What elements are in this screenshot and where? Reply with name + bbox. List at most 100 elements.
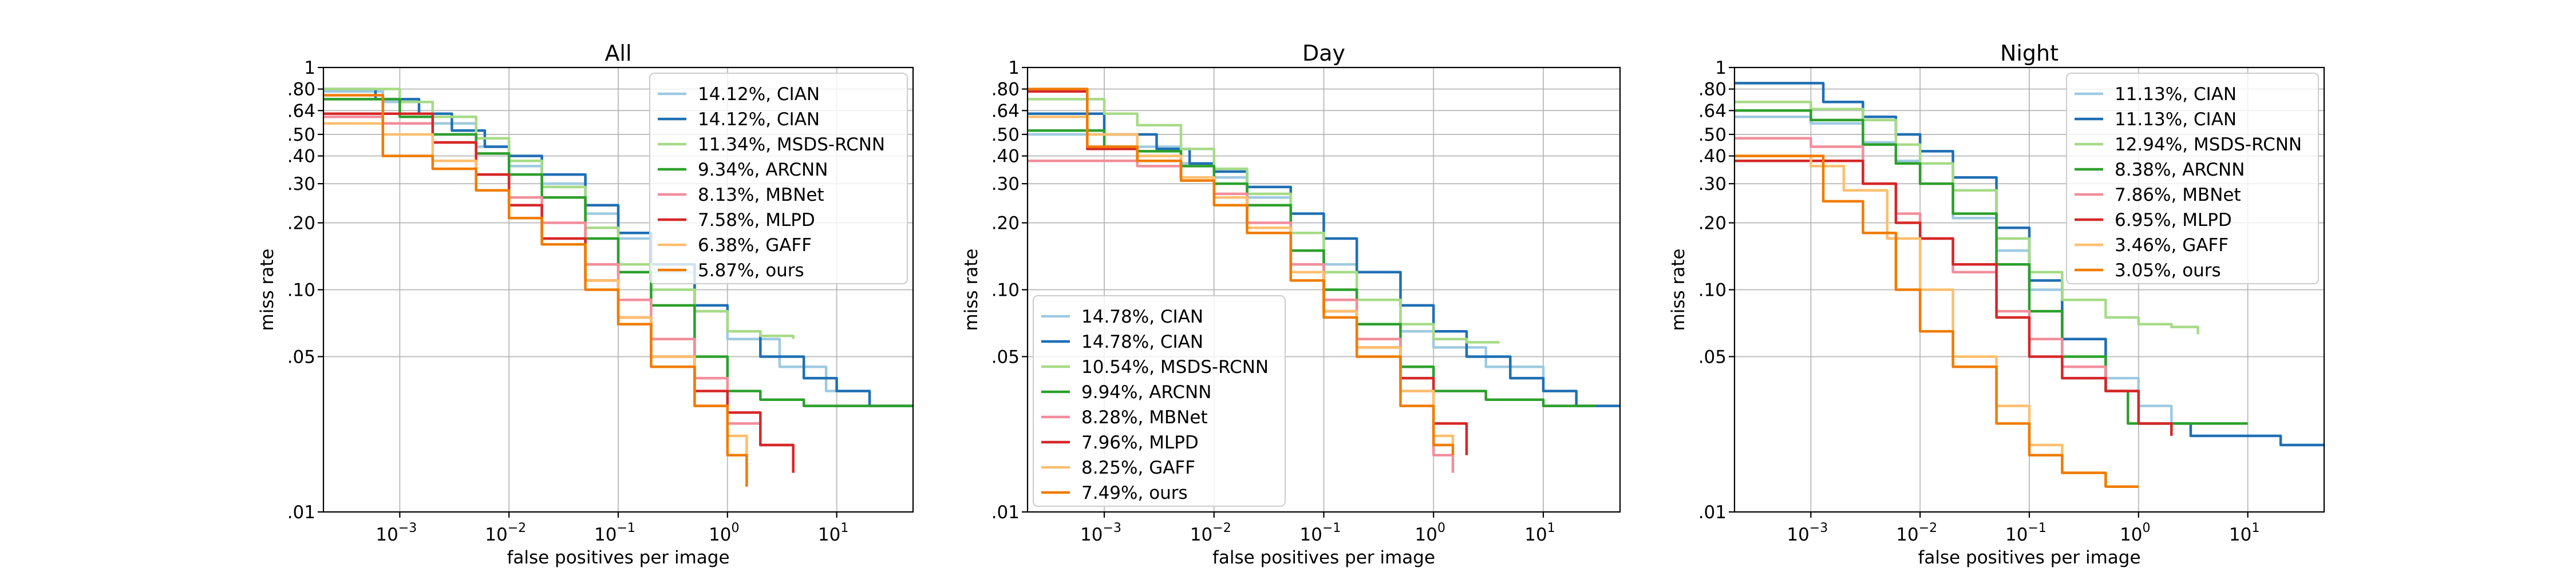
legend-entry: 14.12%, CIAN: [698, 109, 820, 130]
y-tick-label: 1: [1715, 58, 1726, 78]
legend-entry: 6.38%, GAFF: [698, 235, 812, 256]
legend-entry: 7.86%, MBNet: [2115, 185, 2241, 205]
y-tick-label: .40: [991, 146, 1020, 167]
x-tick-label: 10−1: [2005, 521, 2046, 545]
x-tick-label: 101: [1524, 521, 1555, 545]
y-tick-label: .30: [287, 174, 315, 194]
x-tick-exponent: 1: [1547, 521, 1555, 535]
series-group: [323, 88, 913, 487]
y-tick-label: .50: [1698, 125, 1726, 145]
x-tick-exponent: −1: [2028, 521, 2046, 535]
y-axis-label: miss rate: [961, 249, 982, 331]
y-tick-label: .01: [1698, 502, 1726, 523]
x-tick-label: 10−2: [485, 521, 526, 545]
series-line: [323, 94, 748, 487]
x-tick-label: 10−2: [1896, 521, 1937, 545]
series-group: [1735, 82, 2324, 488]
chart-all: 10−3 10−2 10−1 100 101.01.05.10.20.30.40.50.…: [257, 41, 914, 568]
x-tick-label: 100: [1415, 521, 1445, 545]
legend-entry: 8.38%, ARCNN: [2115, 160, 2245, 180]
y-tick-label: .50: [991, 125, 1020, 145]
x-tick-label: 10−3: [376, 521, 417, 545]
y-tick-label: .01: [991, 502, 1020, 523]
series-group: [1028, 88, 1620, 473]
plot-frame: [1026, 66, 1621, 513]
y-tick-label: .10: [287, 280, 315, 301]
series-line: [1735, 160, 2173, 436]
y-tick-label: .50: [287, 125, 315, 145]
legend-entry: 8.25%, GAFF: [1081, 458, 1195, 478]
x-axis-label: false positives per image: [507, 547, 729, 568]
legend-entry: 8.28%, MBNet: [1081, 407, 1208, 428]
series-line: [1028, 88, 1455, 455]
y-tick-label: .64: [991, 101, 1020, 121]
x-tick-exponent: 0: [732, 521, 740, 535]
x-tick-label: 100: [2120, 521, 2150, 545]
y-tick-label: .10: [1698, 280, 1726, 301]
series-line: [1735, 154, 2139, 488]
legend-entry: 6.95%, MLPD: [2115, 210, 2232, 231]
y-tick-label: .20: [991, 213, 1020, 234]
x-tick-label: 10−3: [1787, 521, 1828, 545]
plot-frame: [1733, 66, 2325, 513]
legend-box: [2066, 73, 2319, 284]
y-tick-label: .05: [287, 347, 315, 367]
chart-title: Day: [1302, 41, 1345, 66]
chart-title: All: [605, 41, 631, 66]
y-axis-label: miss rate: [1668, 249, 1689, 331]
legend-entry: 12.94%, MSDS-RCNN: [2115, 134, 2302, 155]
x-tick-exponent: 1: [2251, 521, 2259, 535]
x-tick-exponent: −2: [508, 521, 526, 535]
legend: 11.13%, CIAN 11.13%, CIAN 12.94%, MSDS-RCN…: [2066, 73, 2319, 284]
x-tick-label: 101: [818, 521, 848, 545]
y-tick-label: 1: [1008, 58, 1020, 78]
x-tick-exponent: −1: [1322, 521, 1341, 535]
y-tick-label: .20: [287, 213, 315, 234]
x-tick-exponent: −3: [398, 521, 417, 535]
plot-frame: [322, 66, 914, 513]
y-tick-label: .64: [287, 101, 315, 121]
legend-entry: 3.05%, ours: [2115, 260, 2221, 281]
x-tick-label: 10−3: [1080, 521, 1121, 545]
x-tick-label: 10−2: [1190, 521, 1231, 545]
x-tick-exponent: 0: [2143, 521, 2151, 535]
x-tick-exponent: −3: [1103, 521, 1121, 535]
legend-entry: 5.87%, ours: [698, 260, 804, 281]
y-tick-label: .05: [1698, 347, 1726, 367]
series-line: [1735, 154, 2107, 487]
legend-entry: 3.46%, GAFF: [2115, 235, 2229, 256]
legend-entry: 7.58%, MLPD: [698, 210, 815, 231]
legend-entry: 10.54%, MSDS-RCNN: [1081, 357, 1269, 378]
x-tick-exponent: 1: [840, 521, 848, 535]
legend-entry: 11.13%, CIAN: [2115, 84, 2237, 105]
y-tick-label: .30: [991, 174, 1020, 194]
legend-entry: 14.12%, CIAN: [698, 84, 820, 105]
chart-title: Night: [2000, 41, 2059, 66]
x-tick-exponent: −3: [1809, 521, 1828, 535]
legend-box: [649, 73, 908, 284]
legend: 14.12%, CIAN 14.12%, CIAN 11.34%, MSDS-RCN…: [649, 73, 908, 284]
y-tick-label: .80: [1698, 80, 1726, 100]
y-tick-label: .20: [1698, 213, 1726, 234]
chart-day: 10−3 10−2 10−1 100 101.01.05.10.20.30.40.50.…: [961, 41, 1621, 568]
legend-box: [1033, 295, 1286, 507]
legend-entry: 9.94%, ARCNN: [1081, 382, 1211, 403]
x-tick-exponent: 0: [1437, 521, 1445, 535]
legend-entry: 11.34%, MSDS-RCNN: [698, 134, 885, 155]
y-tick-label: .64: [1698, 101, 1726, 121]
x-tick-exponent: −2: [1919, 521, 1937, 535]
chart-night: 10−3 10−2 10−1 100 101.01.05.10.20.30.40.50.…: [1668, 41, 2325, 568]
y-tick-label: .80: [287, 80, 315, 100]
y-tick-label: .40: [1698, 146, 1726, 167]
y-tick-label: .40: [287, 146, 315, 167]
legend-entry: 7.96%, MLPD: [1081, 432, 1199, 453]
x-tick-label: 10−1: [1300, 521, 1341, 545]
legend-entry: 8.13%, MBNet: [698, 185, 824, 205]
legend-entry: 11.13%, CIAN: [2115, 109, 2237, 130]
legend: 14.78%, CIAN 14.78%, CIAN 10.54%, MSDS-RCN…: [1033, 295, 1286, 507]
y-tick-label: .10: [991, 280, 1020, 301]
x-axis-label: false positives per image: [1918, 547, 2140, 568]
x-tick-exponent: −2: [1212, 521, 1231, 535]
x-tick-label: 101: [2229, 521, 2259, 545]
